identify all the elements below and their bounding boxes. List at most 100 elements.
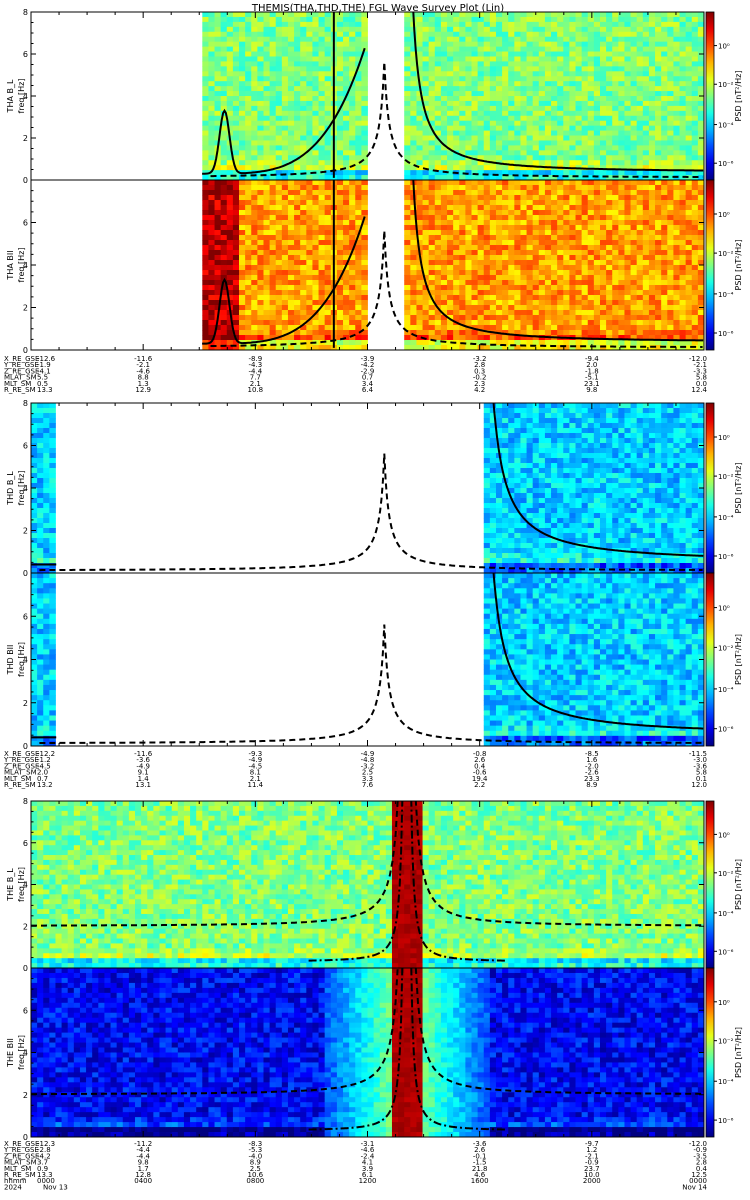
ephemeris-row-label: MLAT_SM [4,374,37,382]
ephemeris-the: X_RE_GSE-12.3 -11.2 -8.3 -3.1 -3.6 -9.7 -12.0 Y… [3,1140,708,1191]
ephemeris-value: 12.5 [691,1171,707,1179]
ephemeris-row-label: R_RE_SM [4,386,36,394]
ephemeris-value: -3.3 [693,367,707,375]
colorbar-tick-label: 10⁰ [718,43,730,51]
ephemeris-value: -12.6 [37,355,56,363]
y-tick-label: 6 [23,612,28,621]
ephemeris-value: -3.2 [473,355,487,363]
ephemeris-value: 13.2 [37,781,53,789]
colorbar-tick-label: 10⁻⁴ [718,514,734,522]
ephemeris-value: -4.4 [136,1146,150,1154]
y-tick-label: 0 [23,346,28,355]
ephemeris-row-label: MLAT_SM [4,1159,37,1167]
ephemeris-row-label: X_RE_GSE [4,1140,39,1148]
ephemeris-value: -1.5 [473,1159,487,1167]
ephemeris-row-label: MLT_SM [4,1165,31,1173]
ephemeris-value: -2.4 [361,1152,375,1160]
ephemeris-value: -4.1 [37,367,51,375]
ephemeris-value: -2.6 [585,769,599,777]
panel-thd-1: 0 2 4 6 THD BII freq [Hz] 10⁰ 10⁻² 10⁻⁴ 10⁻⁶ PSD [… [6,572,743,751]
colorbar-label: PSD [nT²/Hz] [734,71,743,122]
ephemeris-value: -2.9 [361,367,375,375]
colorbar-tick-label: 10⁻² [718,870,734,878]
ephemeris-value: 9.8 [138,1159,149,1167]
y-tick-label: 4 [23,261,28,270]
colorbar-tick-label: 10⁻⁶ [718,948,734,956]
y-tick-label: 8 [23,399,28,408]
ephemeris-value: -9.3 [248,750,262,758]
colorbar-tick-label: 10⁻⁶ [718,726,734,734]
y-tick-label: 0 [23,1133,28,1142]
y-tick-label: 4 [23,1049,28,1058]
y-axis-label: freq [Hz] [17,642,26,677]
ephemeris-value: -5.3 [248,1146,262,1154]
colorbar-label: PSD [nT²/Hz] [734,634,743,685]
ephemeris-value: -2.1 [585,1152,599,1160]
ephemeris-row-label: MLAT_SM [4,769,37,777]
ephemeris-row-label: Z_RE_GSE [4,367,39,375]
ephemeris-row-label: hhmm [4,1177,27,1185]
ephemeris-value: 4.6 [474,1171,486,1179]
ephemeris-value: -0.1 [473,1152,487,1160]
ephemeris-value: -4.2 [361,361,375,369]
ephemeris-value: 6.4 [362,386,374,394]
figure-title: THEMIS(THA,THD,THE) FGL Wave Survey Plot… [251,3,504,14]
ephemeris-value: 0.7 [37,775,48,783]
ephemeris-value: 8.9 [250,1159,261,1167]
colorbar-tick-label: 10⁻⁴ [718,910,734,918]
curve-solid [202,180,704,345]
curve-dashed [31,801,702,927]
ephemeris-value: -4.0 [248,1152,262,1160]
panel-label: THA B_L [6,79,15,113]
ephemeris-value: -4.6 [361,1146,375,1154]
ephemeris-value: 8.9 [586,781,597,789]
ephemeris-value: -8.9 [248,355,262,363]
y-axis-label: freq [Hz] [17,248,26,283]
ephemeris-value: -0.8 [473,750,487,758]
colorbar-tick-label: 10⁰ [718,831,730,839]
ephemeris-value: 2.0 [37,769,48,777]
panel-label: THE B_L [6,868,15,902]
colorbar-tick-label: 10⁻² [718,250,734,258]
ephemeris-value: -4.9 [248,756,262,764]
ephemeris-value: -0.6 [473,769,487,777]
ephemeris-value: -3.2 [361,762,375,770]
ephemeris-layer: X_RE_GSE-12.6 -11.6 -8.9 -3.9 -3.2 -9.4 -12.0Y… [3,355,708,1191]
ephemeris-value: -9.7 [585,1140,599,1148]
y-tick-label: 2 [23,1091,28,1100]
ephemeris-value: -1.9 [37,361,51,369]
colorbar-tick-label: 10⁻⁴ [718,1078,734,1086]
y-tick-label: 2 [23,699,28,708]
colorbar: 10⁰ 10⁻² 10⁻⁴ 10⁻⁶ PSD [nT²/Hz] [705,402,743,574]
ephemeris-value: 23.7 [584,1165,600,1173]
curve-dashed [31,968,702,1096]
spectrogram [31,403,704,573]
y-tick-label: 0 [23,569,28,578]
ephemeris-value: -2.8 [37,1146,51,1154]
ephemeris-value: -8.3 [248,1140,262,1148]
colorbar-tick-label: 10⁻⁶ [718,1117,734,1125]
colorbar-tick-label: 10⁻² [718,1038,734,1046]
colorbar-tick-label: 10⁻⁴ [718,122,734,130]
colorbar-tick-label: 10⁻⁶ [718,553,734,561]
panels-layer: 0 2 4 6 8 THA B_L freq [Hz] 10⁰ 10⁻² 10⁻⁴ 10⁻⁶ PSD … [6,8,743,1142]
y-tick-label: 6 [23,442,28,451]
ephemeris-value: 9.1 [138,769,149,777]
ephemeris-value: -4.5 [248,762,262,770]
ephemeris-row-label: Y_RE_GSE [3,1146,39,1154]
y-tick-label: 2 [23,134,28,143]
ephemeris-value: 2.0 [586,361,597,369]
ephemeris-row-label: Y_RE_GSE [3,756,39,764]
y-axis-label: freq [Hz] [17,79,26,114]
panel-label: THA BII [6,250,15,280]
ephemeris-value: 2.6 [474,1146,486,1154]
ephemeris-value: 12.4 [691,386,707,394]
ephemeris-value: 3.9 [362,1165,373,1173]
ephemeris-value: -1.8 [585,367,599,375]
y-tick-label: 6 [23,219,28,228]
ephemeris-value: 8.8 [138,374,149,382]
spectrogram [202,12,704,180]
panel-label: THE BII [6,1038,15,1068]
y-tick-label: 2 [23,304,28,313]
ephemeris-value: 0.7 [362,374,373,382]
